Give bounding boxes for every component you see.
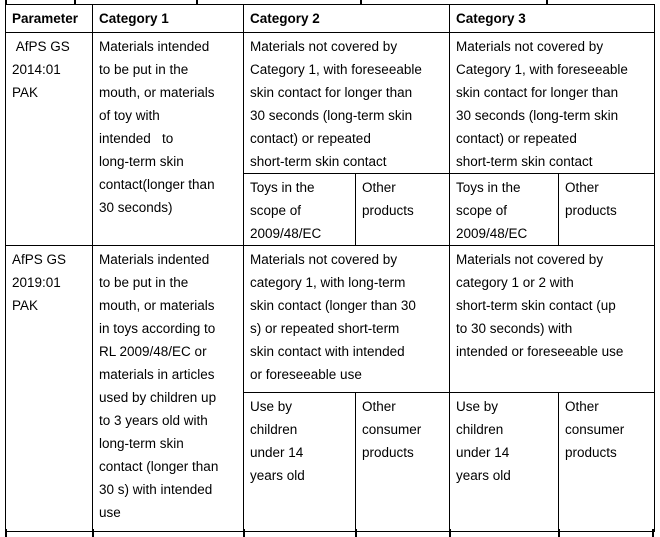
cell-2019-category2-description: Materials not covered by category 1, wit… — [243, 245, 450, 393]
cell-parameter-afps-2014: AfPS GS 2014:01 PAK — [5, 32, 93, 246]
cell-2019-category3-description: Materials not covered by category 1 or 2… — [449, 245, 655, 393]
table-subrow-afps-2014: Toys in the scope of 2009/48/EC Other pr… — [6, 173, 655, 246]
cell-2014-category2-description: Materials not covered by Category 1, wit… — [243, 32, 450, 174]
crop-border-remnant — [243, 529, 245, 537]
crop-border-remnant — [652, 529, 654, 537]
cell-2019-category2-other-consumer: Other consumer products — [355, 392, 450, 532]
cell-2019-category2-children-under14: Use by children under 14 years old — [243, 392, 356, 532]
crop-border-remnant — [5, 0, 7, 4]
cell-2014-category3-other-products: Other products — [558, 173, 655, 246]
cell-2014-category3-description: Materials not covered by Category 1, wit… — [449, 32, 655, 174]
table-row-afps-2014: AfPS GS 2014:01 PAK Materials intended t… — [5, 32, 655, 246]
crop-border-remnant — [449, 529, 451, 537]
crop-border-remnant — [5, 529, 7, 537]
cell-2019-category1: Materials indented to be put in the mout… — [92, 245, 244, 532]
parameters-categories-table: Parameter Category 1 Category 2 Category… — [5, 4, 655, 532]
header-cell-category3: Category 3 — [449, 4, 655, 33]
table-subrow-afps-2019: Use by children under 14 years old Other… — [6, 392, 655, 532]
table-header-row: Parameter Category 1 Category 2 Category… — [5, 4, 655, 33]
cell-2019-category3-other-consumer: Other consumer products — [558, 392, 655, 532]
cell-parameter-afps-2019: AfPS GS 2019:01 PAK — [5, 245, 93, 532]
header-cell-category2: Category 2 — [243, 4, 450, 33]
cell-2019-category3-children-under14: Use by children under 14 years old — [449, 392, 559, 532]
crop-border-remnant — [558, 529, 560, 537]
header-cell-parameter: Parameter — [5, 4, 93, 33]
crop-border-remnant — [355, 529, 357, 537]
table-row-afps-2019: AfPS GS 2019:01 PAK Materials indented t… — [5, 245, 655, 532]
crop-border-remnant — [196, 0, 198, 4]
crop-border-remnant — [546, 0, 548, 4]
cell-2014-category3-toys-scope: Toys in the scope of 2009/48/EC — [449, 173, 559, 246]
cell-2014-category2-toys-scope: Toys in the scope of 2009/48/EC — [243, 173, 356, 246]
cell-2014-category2-other-products: Other products — [355, 173, 450, 246]
cell-2014-category1: Materials intended to be put in the mout… — [92, 32, 244, 246]
crop-border-remnant — [74, 0, 76, 4]
crop-border-remnant — [360, 0, 362, 4]
header-cell-category1: Category 1 — [92, 4, 244, 33]
crop-border-remnant — [92, 529, 94, 537]
